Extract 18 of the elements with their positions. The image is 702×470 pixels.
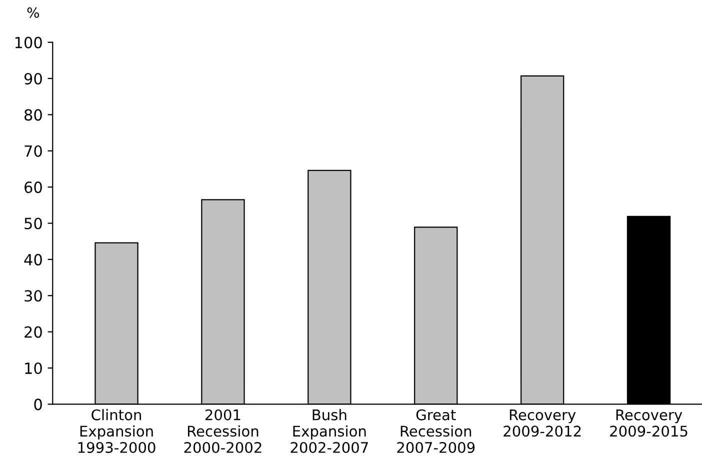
- x-tick-label: Recovery 2009-2012: [504, 410, 581, 437]
- y-tick-label: 0: [34, 398, 42, 410]
- y-axis-title: %: [27, 7, 39, 18]
- y-tick-label: 90: [24, 72, 42, 85]
- x-tick-label: Recovery 2009-2015: [610, 410, 688, 437]
- y-tick-label: 60: [24, 182, 42, 194]
- y-tick-label: 20: [24, 326, 42, 338]
- y-tick-label: 70: [24, 145, 42, 157]
- x-tick-label: Clinton Expansion 1993-2000: [78, 409, 156, 454]
- y-tick-label: 40: [24, 254, 42, 266]
- y-tick-label: 10: [25, 362, 42, 374]
- y-tick-label: 100: [15, 36, 42, 48]
- y-tick-label: 80: [24, 109, 42, 121]
- x-tick-label: 2001 Recession 2000-2002: [184, 409, 262, 454]
- y-tick-label: 50: [24, 218, 42, 230]
- y-tick-label: 30: [24, 290, 42, 302]
- x-tick-label: Great Recession 2007-2009: [397, 409, 475, 454]
- x-tick-label: Bush Expansion 2002-2007: [290, 409, 368, 454]
